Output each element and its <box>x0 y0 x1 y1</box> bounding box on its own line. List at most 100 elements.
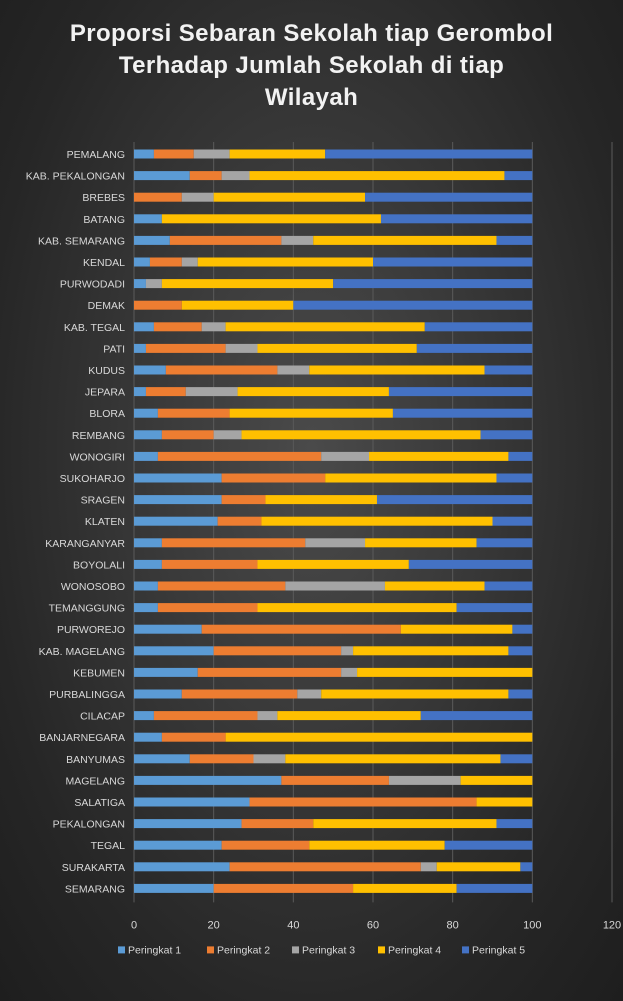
bar-segment-4 <box>229 408 393 418</box>
category-label: WONOGIRI <box>70 451 125 463</box>
bar-segment-5 <box>508 451 533 461</box>
bar-segment-2 <box>157 603 258 613</box>
bar-segment-4 <box>353 883 457 893</box>
bar-segment-1 <box>134 430 162 440</box>
bar-segment-3 <box>257 711 278 721</box>
bar-segment-5 <box>365 192 533 202</box>
bar-segment-5 <box>293 300 533 310</box>
bar-segment-1 <box>134 473 222 483</box>
bar-segment-2 <box>169 235 282 245</box>
bar-segment-1 <box>134 559 162 569</box>
bar-segment-2 <box>217 516 262 526</box>
bar-segment-2 <box>157 581 286 591</box>
bar-segment-3 <box>225 343 258 353</box>
bar-segment-4 <box>313 235 497 245</box>
bar-segment-2 <box>241 819 314 829</box>
category-label: TEGAL <box>91 840 126 852</box>
bar-segment-1 <box>134 322 154 332</box>
bar-segment-4 <box>261 516 493 526</box>
bar-segment-5 <box>416 343 533 353</box>
bar-segment-2 <box>189 171 222 181</box>
legend-swatch-2 <box>207 946 214 954</box>
category-label: PURWOREJO <box>57 624 125 636</box>
bar-segment-1 <box>134 387 146 397</box>
x-tick-label: 100 <box>523 919 541 931</box>
bar-segment-3 <box>281 235 314 245</box>
bar-segment-5 <box>496 235 533 245</box>
category-label: CILACAP <box>80 711 125 723</box>
bar-segment-2 <box>181 689 298 699</box>
category-label: PATI <box>103 343 125 355</box>
category-label: SURAKARTA <box>62 862 125 874</box>
bar-segment-2 <box>201 624 401 634</box>
category-label: KARANGANYAR <box>45 538 125 550</box>
bar-segment-4 <box>213 192 366 202</box>
category-label: SUKOHARJO <box>60 473 125 485</box>
x-tick-label: 40 <box>287 919 299 931</box>
bar-segment-4 <box>369 451 509 461</box>
x-tick-label: 60 <box>367 919 379 931</box>
category-label: PURBALINGGA <box>49 689 125 701</box>
bar-segment-5 <box>444 840 533 850</box>
category-label: PEMALANG <box>67 149 125 161</box>
bar-segment-2 <box>249 797 477 807</box>
bar-segment-4 <box>257 559 409 569</box>
bar-segment-3 <box>253 754 286 764</box>
x-tick-label: 0 <box>131 919 137 931</box>
category-label: WONOSOBO <box>61 581 125 593</box>
bar-segment-1 <box>134 775 282 785</box>
bar-segment-3 <box>321 451 370 461</box>
bar-segment-5 <box>476 538 533 548</box>
legend-swatch-3 <box>292 946 299 954</box>
bar-segment-2 <box>153 711 258 721</box>
bar-segment-2 <box>149 257 182 267</box>
bar-segment-5 <box>484 581 533 591</box>
category-label: SRAGEN <box>81 495 125 507</box>
bar-segment-3 <box>213 430 242 440</box>
bar-segment-5 <box>376 495 533 505</box>
category-label: BOYOLALI <box>73 559 125 571</box>
bar-segment-1 <box>134 667 198 677</box>
bar-segment-3 <box>181 257 198 267</box>
category-label: BREBES <box>82 192 125 204</box>
bar-segment-1 <box>134 732 162 742</box>
bar-segment-4 <box>237 387 389 397</box>
bar-segment-3 <box>388 775 461 785</box>
bar-segment-2 <box>134 300 182 310</box>
bar-segment-2 <box>229 862 421 872</box>
bar-segment-5 <box>408 559 533 569</box>
category-label: BLORA <box>89 408 125 420</box>
bar-segment-2 <box>281 775 389 785</box>
bar-segment-2 <box>221 840 310 850</box>
bar-segment-5 <box>325 149 533 159</box>
bar-segment-1 <box>134 516 218 526</box>
bar-segment-2 <box>161 430 214 440</box>
bar-segment-4 <box>436 862 521 872</box>
category-label: BANJARNEGARA <box>39 732 125 744</box>
bar-segment-3 <box>201 322 226 332</box>
chart-title-line-3: Wilayah <box>264 84 359 111</box>
category-label: KAB. SEMARANG <box>38 235 125 247</box>
bar-segment-1 <box>134 819 242 829</box>
bar-segment-5 <box>496 819 533 829</box>
bar-segment-1 <box>134 646 214 656</box>
category-label: PEKALONGAN <box>53 819 125 831</box>
bar-segment-1 <box>134 538 162 548</box>
bar-segment-2 <box>161 538 306 548</box>
legend-label-5: Peringkat 5 <box>472 944 525 956</box>
x-tick-label: 80 <box>447 919 459 931</box>
bar-segment-1 <box>134 451 158 461</box>
bar-segment-1 <box>134 603 158 613</box>
bar-segment-1 <box>134 711 154 721</box>
bar-segment-1 <box>134 797 250 807</box>
bar-segment-5 <box>456 883 533 893</box>
category-label: KLATEN <box>85 516 125 528</box>
bar-segment-4 <box>257 343 417 353</box>
legend-label-4: Peringkat 4 <box>388 944 441 956</box>
category-label: KENDAL <box>83 257 125 269</box>
bar-segment-1 <box>134 343 146 353</box>
bar-segment-4 <box>181 300 294 310</box>
bar-segment-4 <box>225 732 533 742</box>
bar-segment-4 <box>265 495 377 505</box>
